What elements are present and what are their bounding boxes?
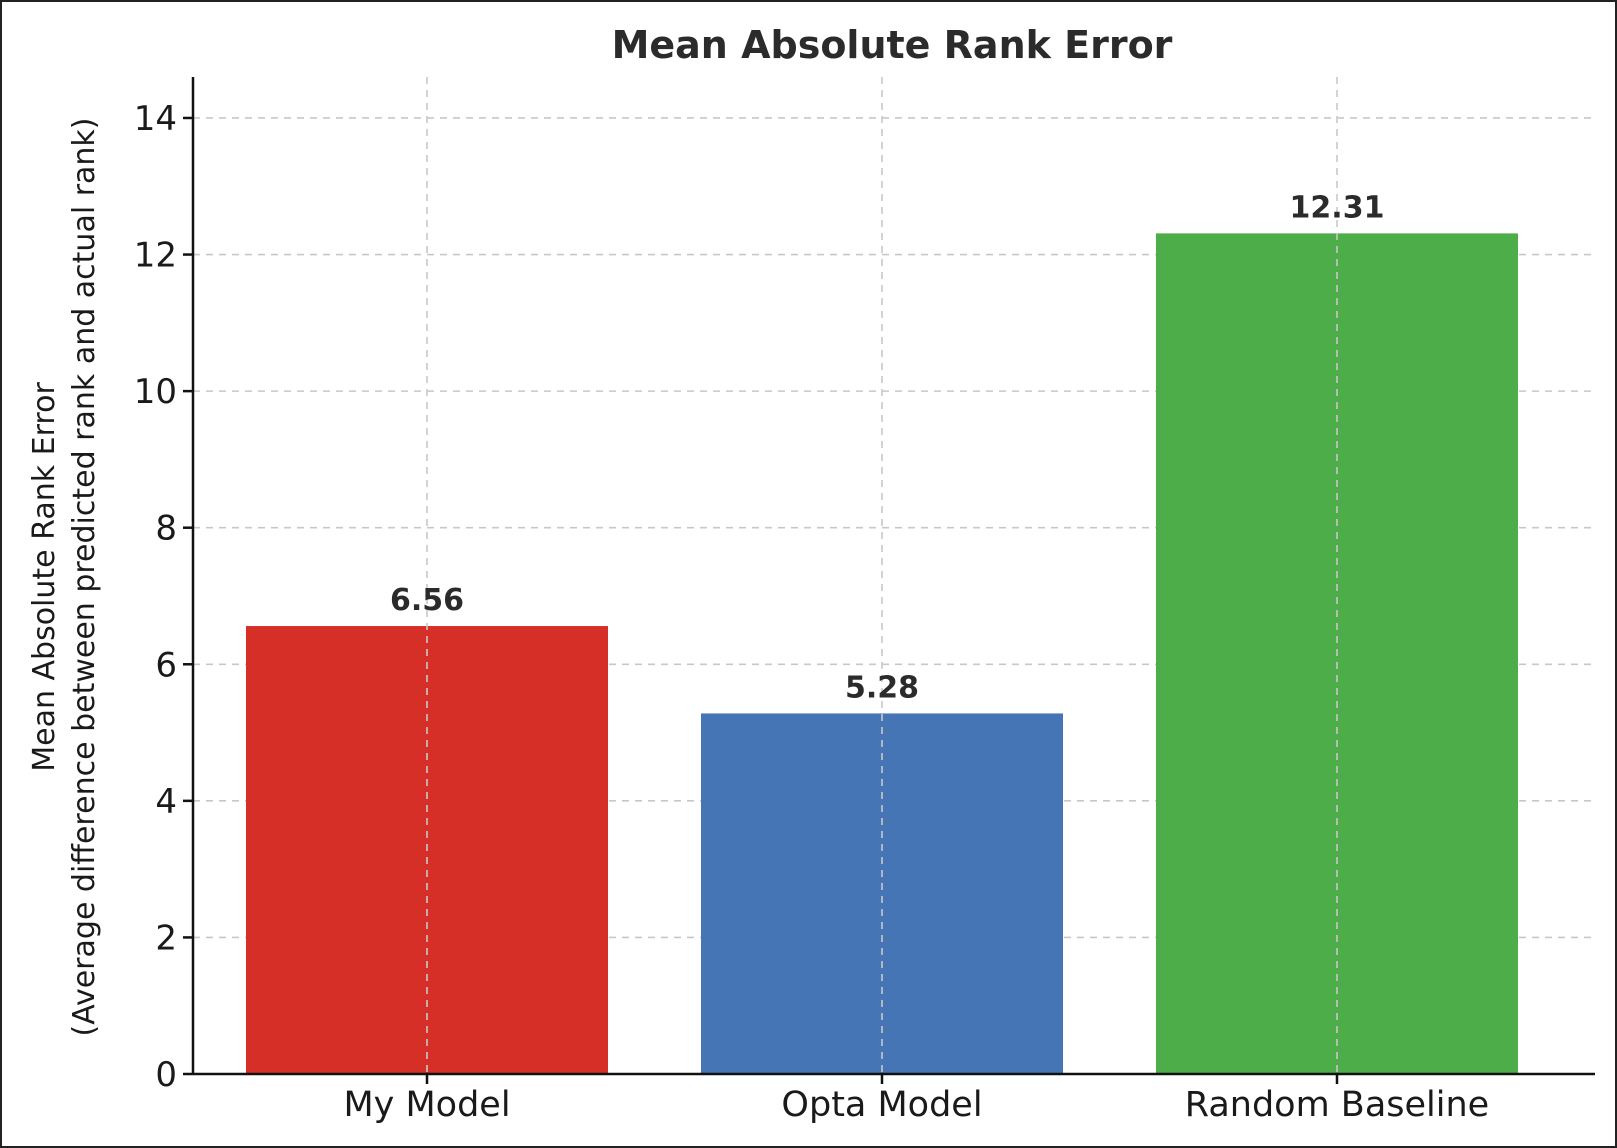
- y-axis-label-line2: (Average difference between predicted ra…: [67, 117, 102, 1036]
- y-axis-label: Mean Absolute Rank Error (Average differ…: [27, 117, 102, 1036]
- labels: 0 2 4 6 8 10 12 14 My Model 6.56 Opta Model 5.28 Ran…: [134, 99, 1489, 1125]
- y-tick-label-6: 6: [155, 645, 177, 685]
- value-label-my-model: 6.56: [390, 583, 464, 618]
- x-tick-label-random-baseline: Random Baseline: [1185, 1085, 1489, 1125]
- bars: [246, 233, 1518, 1074]
- x-tick-label-my-model: My Model: [343, 1085, 510, 1125]
- y-axis-label-line1: Mean Absolute Rank Error: [27, 382, 62, 772]
- value-label-opta-model: 5.28: [845, 670, 919, 705]
- y-tick-label-4: 4: [155, 782, 177, 822]
- chart-title: Mean Absolute Rank Error: [612, 23, 1173, 67]
- y-tick-label-10: 10: [134, 372, 177, 412]
- y-tick-label-8: 8: [155, 509, 177, 549]
- y-tick-label-12: 12: [134, 236, 177, 276]
- value-label-random-baseline: 12.31: [1290, 190, 1385, 225]
- y-tick-label-0: 0: [155, 1055, 177, 1095]
- x-tick-label-opta-model: Opta Model: [781, 1085, 982, 1125]
- x-grid-lines: [426, 77, 1338, 1074]
- axes: [183, 77, 1595, 1084]
- y-tick-label-14: 14: [134, 99, 177, 139]
- y-tick-label-2: 2: [155, 918, 177, 958]
